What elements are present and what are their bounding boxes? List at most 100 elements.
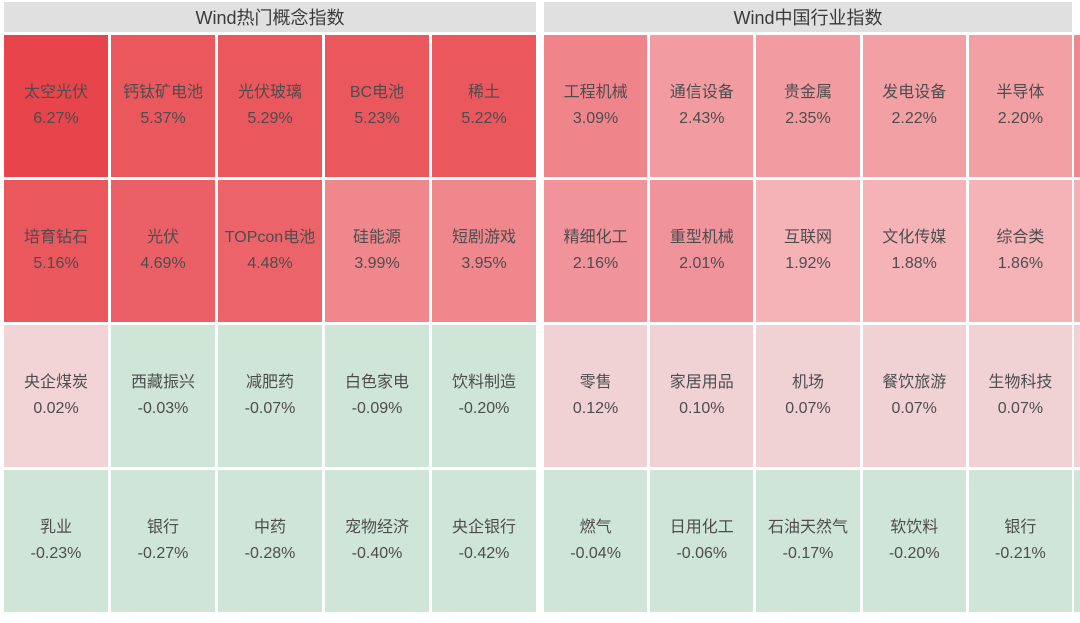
index-change-value: 2.22% [891, 110, 937, 127]
index-tile[interactable]: 光伏玻璃 5.29% [218, 35, 322, 177]
index-name: 软饮料 [890, 519, 939, 537]
index-name: 稀土 [467, 84, 500, 102]
index-tile[interactable]: 互联网 1.92% [756, 180, 860, 322]
index-name: 半导体 [996, 84, 1045, 102]
index-tile[interactable]: 银行 -0.27% [111, 470, 215, 612]
index-name: 央企银行 [451, 519, 516, 537]
index-tile[interactable]: 重型机械 2.01% [650, 180, 754, 322]
index-tile[interactable]: 机场 0.07% [756, 325, 860, 467]
index-name: 通信设备 [669, 84, 734, 102]
index-change-value: 2.16% [572, 255, 619, 272]
index-change-value: 6.27% [33, 110, 79, 127]
index-change-value: 1.92% [785, 255, 831, 272]
index-name: 银行 [1004, 519, 1037, 537]
index-name: 光伏玻璃 [237, 84, 302, 102]
index-tile[interactable]: 石油天然气 -0.17% [756, 470, 860, 612]
index-tile[interactable]: 银行 -0.21% [968, 470, 1072, 612]
index-tile[interactable]: 零售 0.12% [544, 325, 648, 467]
index-change-value: 5.22% [461, 110, 507, 127]
index-tile[interactable]: 餐饮旅游 0.07% [862, 325, 966, 467]
index-name: 日用化工 [669, 519, 734, 537]
hot-concept-grid: 太空光伏 6.27% 钙钛矿电池 5.37% 光伏玻璃 5.29% BC电池 5.23% 稀土 5… [4, 35, 536, 612]
index-tile[interactable]: 中药 -0.28% [218, 470, 322, 612]
index-change-value: -0.03% [137, 400, 189, 417]
index-tile[interactable]: 减肥药 -0.07% [218, 325, 322, 467]
index-tile[interactable]: 通信设备 2.43% [650, 35, 754, 177]
index-tile[interactable]: 短剧游戏 3.95% [432, 180, 536, 322]
index-name: 钙钛矿电池 [122, 84, 203, 102]
index-tile[interactable]: 半导体 2.20% [968, 35, 1072, 177]
index-change-value: 2.43% [679, 110, 725, 127]
index-name: 饮料制造 [451, 374, 516, 392]
index-name: 太空光伏 [23, 84, 88, 102]
index-name: 银行 [146, 519, 179, 537]
index-tile[interactable]: 宠物经济 -0.40% [325, 470, 429, 612]
index-change-value: -0.20% [458, 400, 510, 417]
panel-china-industry-indices: Wind中国行业指数 工程机械 3.09% 通信设备 2.43% 贵金属 2.35% 发电设… [544, 2, 1072, 612]
panel-hot-concept-header: Wind热门概念指数 [4, 2, 536, 32]
index-name: TOPcon电池 [224, 229, 316, 247]
index-tile[interactable]: BC电池 5.23% [325, 35, 429, 177]
index-name: 精细化工 [563, 229, 628, 247]
index-tile[interactable]: 钙钛矿电池 5.37% [111, 35, 215, 177]
index-name: 短剧游戏 [451, 229, 516, 247]
index-tile[interactable]: 发电设备 2.22% [862, 35, 966, 177]
index-tile[interactable]: 家居用品 0.10% [650, 325, 754, 467]
index-name: 重型机械 [669, 229, 734, 247]
index-tile[interactable]: 精细化工 2.16% [544, 180, 648, 322]
index-tile[interactable]: 光伏 4.69% [111, 180, 215, 322]
index-change-value: 5.23% [354, 110, 400, 127]
index-name: 央企煤炭 [23, 374, 88, 392]
index-change-value: 5.29% [247, 110, 293, 127]
index-tile[interactable]: TOPcon电池 4.48% [218, 180, 322, 322]
index-tile[interactable]: 白色家电 -0.09% [325, 325, 429, 467]
index-name: 互联网 [783, 229, 832, 247]
china-industry-grid: 工程机械 3.09% 通信设备 2.43% 贵金属 2.35% 发电设备 2.22% 半导体 2.… [544, 35, 1072, 612]
index-change-value: 5.37% [140, 110, 186, 127]
cropped-tile-fragment [1074, 35, 1080, 177]
index-name: 白色家电 [344, 374, 409, 392]
index-tile[interactable]: 饮料制造 -0.20% [432, 325, 536, 467]
index-change-value: -0.28% [244, 545, 296, 562]
index-tile[interactable]: 硅能源 3.99% [325, 180, 429, 322]
index-change-value: -0.20% [888, 545, 940, 562]
index-tile[interactable]: 西藏振兴 -0.03% [111, 325, 215, 467]
index-change-value: 2.35% [785, 110, 831, 127]
index-name: 硅能源 [352, 229, 401, 247]
index-tile[interactable]: 工程机械 3.09% [544, 35, 648, 177]
index-tile[interactable]: 乳业 -0.23% [4, 470, 108, 612]
index-name: 生物科技 [988, 374, 1053, 392]
cropped-column-sliver [1074, 2, 1080, 612]
index-tile[interactable]: 综合类 1.86% [968, 180, 1072, 322]
index-name: 餐饮旅游 [882, 374, 947, 392]
index-tile[interactable]: 央企煤炭 0.02% [4, 325, 108, 467]
index-name: 文化传媒 [882, 229, 947, 247]
index-tile[interactable]: 培育钻石 5.16% [4, 180, 108, 322]
index-change-value: 0.07% [997, 400, 1044, 417]
index-change-value: 1.86% [997, 255, 1044, 272]
panel-china-industry-header: Wind中国行业指数 [544, 2, 1072, 32]
index-change-value: 3.95% [461, 255, 507, 272]
index-tile[interactable]: 文化传媒 1.88% [862, 180, 966, 322]
index-tile[interactable]: 软饮料 -0.20% [862, 470, 966, 612]
index-tile[interactable]: 太空光伏 6.27% [4, 35, 108, 177]
index-change-value: -0.27% [137, 545, 189, 562]
index-change-value: 0.07% [785, 400, 831, 417]
index-name: 家居用品 [669, 374, 734, 392]
index-change-value: 0.10% [679, 400, 725, 417]
index-name: 宠物经济 [344, 519, 409, 537]
index-tile[interactable]: 日用化工 -0.06% [650, 470, 754, 612]
index-tile[interactable]: 贵金属 2.35% [756, 35, 860, 177]
index-change-value: -0.04% [570, 545, 621, 562]
index-tile[interactable]: 生物科技 0.07% [968, 325, 1072, 467]
index-change-value: 4.69% [140, 255, 186, 272]
index-change-value: -0.40% [351, 545, 403, 562]
index-name: 机场 [791, 374, 824, 392]
index-change-value: 0.12% [572, 400, 619, 417]
index-change-value: 2.01% [679, 255, 725, 272]
index-tile[interactable]: 稀土 5.22% [432, 35, 536, 177]
index-tile[interactable]: 央企银行 -0.42% [432, 470, 536, 612]
index-name: 发电设备 [882, 84, 947, 102]
index-tile[interactable]: 燃气 -0.04% [544, 470, 648, 612]
